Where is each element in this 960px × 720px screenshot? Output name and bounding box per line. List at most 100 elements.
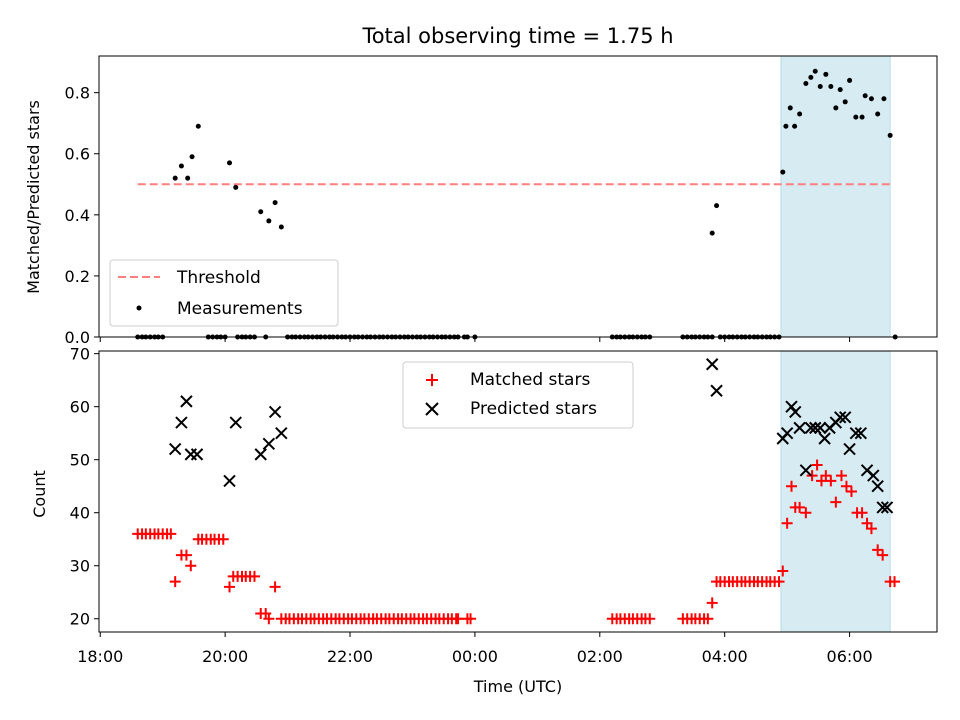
measurement-point (868, 96, 874, 102)
predicted-star-point (849, 426, 863, 440)
bottom-x-tick-label: 18:00 (77, 647, 123, 666)
predicted-star-point (843, 442, 856, 456)
measurement-point (823, 71, 829, 77)
matched-star-point (786, 480, 798, 492)
predicted-star-point (834, 411, 847, 424)
measurement-point (808, 74, 814, 80)
matched-stars-legend-label: Matched stars (470, 370, 590, 390)
top-x-axis-ticks (99, 337, 851, 342)
predicted-star-point (838, 411, 852, 424)
predicted-star-point (780, 426, 794, 440)
top-legend: Threshold Measurements (109, 259, 339, 327)
bottom-y-tick-label: 70 (70, 345, 90, 364)
bottom-x-tick-label: 00:00 (452, 647, 498, 666)
matched-stars-points (132, 459, 901, 625)
matched-star-point (180, 549, 192, 561)
predicted-star-point (789, 405, 802, 419)
measurement-point (272, 200, 278, 206)
measurement-point (266, 218, 272, 224)
matched-star-point (706, 597, 718, 609)
measurement-point (780, 169, 786, 175)
top-plot-frame (98, 55, 938, 338)
predicted-star-point (785, 400, 798, 413)
matched-star-point (840, 480, 852, 492)
top-y-axis-ticks: 0.0 0.2 0.4 0.6 0.8 (65, 84, 99, 347)
matched-star-point (165, 528, 177, 540)
matched-star-point (465, 613, 477, 625)
predicted-star-point (818, 432, 831, 445)
measurement-point (797, 111, 803, 117)
matched-star-point (702, 613, 714, 625)
predicted-stars-legend-marker (425, 402, 439, 416)
matched-star-point (856, 507, 868, 519)
bottom-y-tick-label: 50 (70, 451, 90, 470)
bottom-y-axis-label: Count (30, 470, 49, 518)
measurements-legend-marker (136, 305, 142, 311)
predicted-star-point (710, 384, 723, 397)
measurement-point (812, 68, 818, 74)
top-legend-box (109, 259, 339, 327)
measurement-point (792, 123, 798, 129)
chart-title: Total observing time = 1.75 h (361, 24, 673, 48)
matched-star-point (811, 459, 823, 471)
top-shade-rect (780, 55, 891, 338)
measurement-point (862, 93, 868, 99)
measurement-point (787, 105, 793, 111)
measurement-point (172, 175, 178, 181)
predicted-star-point (793, 421, 806, 435)
bottom-y-tick-label: 60 (70, 398, 90, 417)
bottom-y-tick-label: 40 (70, 504, 90, 523)
bottom-y-axis-ticks: 20 30 40 50 60 70 (70, 345, 99, 629)
bottom-shade-rect (780, 350, 891, 633)
measurement-point (833, 105, 839, 111)
matched-star-point (835, 470, 847, 482)
measurement-point (233, 184, 239, 190)
measurement-point (842, 99, 848, 105)
predicted-star-point (799, 464, 813, 477)
matched-star-point (781, 517, 793, 529)
top-shaded-region (780, 55, 891, 338)
bottom-x-tick-label: 22:00 (327, 647, 373, 666)
predicted-stars-points (168, 358, 894, 514)
bottom-x-axis-label: Time (UTC) (473, 677, 562, 696)
matched-star-point (248, 570, 260, 582)
matched-star-point (644, 613, 656, 625)
measurement-point (859, 114, 865, 120)
bottom-shaded-region (780, 350, 891, 633)
predicted-star-point (854, 426, 868, 440)
measurement-point (847, 77, 853, 83)
matched-star-point (263, 613, 275, 625)
matched-star-point (269, 581, 281, 593)
bottom-x-tick-label: 04:00 (702, 647, 748, 666)
predicted-star-point (876, 501, 889, 514)
measurement-point (278, 224, 284, 230)
predicted-star-point (880, 501, 894, 514)
matched-star-point (773, 576, 785, 588)
top-y-tick-label: 0.4 (65, 206, 90, 225)
predicted-star-point (190, 448, 204, 461)
predicted-star-point (168, 442, 182, 456)
predicted-stars-legend-label: Predicted stars (470, 399, 597, 419)
matched-star-point (217, 533, 229, 545)
matched-star-point (169, 576, 181, 588)
measurement-point (887, 132, 893, 138)
matched-star-point (794, 501, 806, 513)
measurement-point (803, 80, 809, 86)
matched-stars-legend-marker (426, 374, 438, 386)
measurement-point (853, 114, 859, 120)
predicted-star-point (705, 358, 719, 371)
matched-star-point (830, 496, 842, 508)
bottom-x-tick-label: 20:00 (202, 647, 248, 666)
bottom-y-tick-label: 30 (70, 557, 90, 576)
predicted-star-point (871, 479, 884, 493)
matched-star-point (800, 507, 812, 519)
predicted-star-point (809, 421, 822, 435)
matched-star-point (865, 523, 877, 535)
measurement-point (875, 111, 881, 117)
matched-star-point (877, 549, 889, 561)
predicted-star-point (804, 421, 818, 435)
predicted-star-point (254, 448, 267, 461)
top-y-tick-label: 0.8 (65, 84, 90, 103)
threshold-legend-label: Threshold (176, 268, 261, 288)
